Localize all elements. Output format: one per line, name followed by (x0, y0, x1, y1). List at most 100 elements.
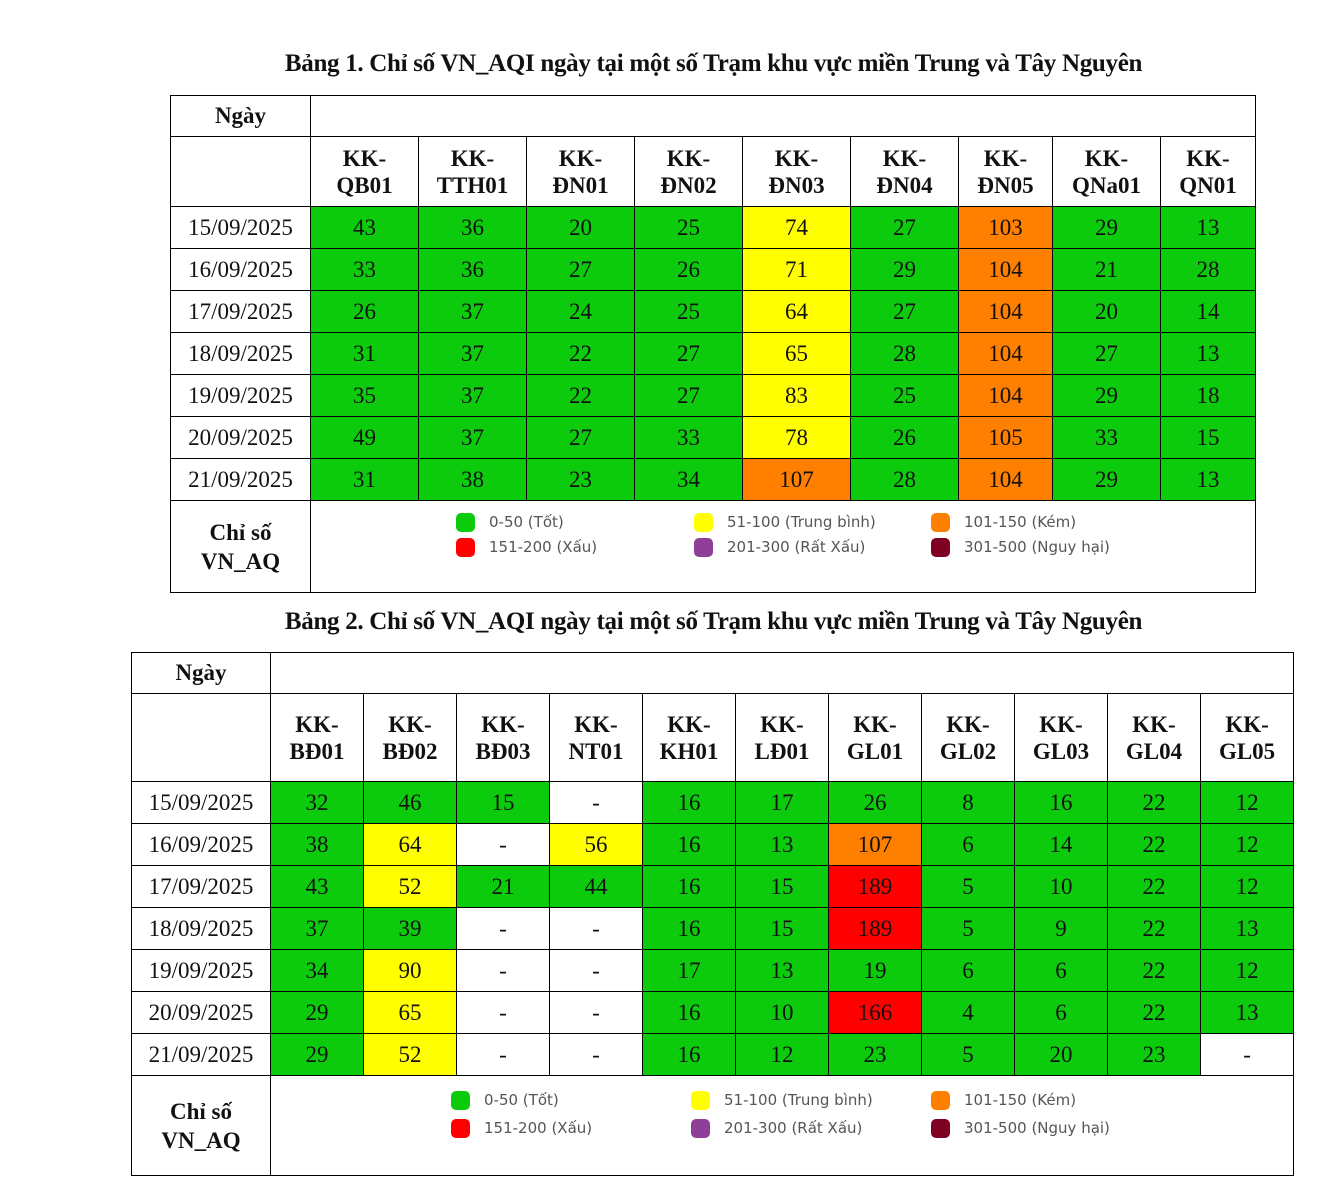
station-header: KK- KH01 (642, 693, 736, 782)
aqi-value-cell: 36 (418, 206, 527, 249)
station-prefix: KK- (853, 711, 897, 737)
date-cell: 18/09/2025 (131, 907, 271, 950)
aqi-value-cell: 14 (1014, 823, 1108, 866)
aqi-value-cell: 27 (850, 206, 959, 249)
table-row: 17/09/2025 26 37 24 25 64 27 104 20 14 (170, 290, 1257, 333)
date-cell: 19/09/2025 (131, 949, 271, 992)
aqi-value-cell: 28 (850, 458, 959, 501)
legend-swatch-icon (691, 1090, 710, 1110)
station-header: KK- ĐN03 (742, 136, 851, 207)
aqi-value-cell: 6 (1014, 949, 1108, 992)
aqi-value-cell: 104 (958, 374, 1053, 417)
aqi-value-cell: 13 (1199, 907, 1295, 950)
date-cell: 17/09/2025 (170, 290, 311, 333)
station-prefix: KK- (1084, 145, 1129, 171)
aqi-value-cell: 22 (1107, 991, 1201, 1034)
legend-item: 51-100 (Trung bình) (691, 1090, 873, 1110)
aqi-value-cell: 33 (1052, 416, 1161, 459)
aqi-value-cell: 37 (418, 374, 527, 417)
aqi-value-cell: 20 (1052, 290, 1161, 333)
legend-item-label: 0-50 (Tốt) (489, 513, 564, 531)
station-header: KK- GL05 (1199, 693, 1295, 782)
station-code: ĐN03 (768, 172, 825, 198)
table-1-title: Bảng 1. Chỉ số VN_AQI ngày tại một số Tr… (284, 50, 1143, 77)
station-header: KK- BĐ03 (456, 693, 550, 782)
table-row: 19/09/2025 34 90- -17 13 19 6 6 22 12 (131, 949, 1295, 992)
aqi-value-cell: 65 (363, 991, 457, 1034)
aqi-value-cell: 16 (1014, 781, 1108, 824)
station-header: KK- QN01 (1159, 136, 1257, 207)
aqi-value-cell: 27 (1052, 332, 1161, 375)
station-prefix: KK- (1186, 145, 1230, 171)
station-code: QB01 (336, 172, 393, 198)
station-header: KK- ĐN02 (634, 136, 743, 207)
aqi-value-cell: - (549, 991, 643, 1034)
aqi-table-1: Ngày KK- QB01 KK- TTH01 KK- ĐN01 KK- ĐN02 KK- ĐN03… (170, 95, 1257, 593)
aqi-value-cell: 23 (526, 458, 635, 501)
aqi-value-cell: 56 (549, 823, 643, 866)
station-header: KK- TTH01 (418, 136, 527, 207)
legend-swatch-icon (694, 512, 713, 532)
aqi-value-cell: 83 (742, 374, 851, 417)
aqi-value-cell: 29 (270, 1033, 364, 1076)
table-row: 21/09/2025 31 38 23 34 107 28 104 29 13 (170, 458, 1257, 501)
date-cell: 15/09/2025 (131, 781, 271, 824)
aqi-value-cell: 13 (735, 949, 829, 992)
table-2-title: Bảng 2. Chỉ số VN_AQI ngày tại một số Tr… (284, 608, 1143, 635)
station-prefix: KK- (1225, 711, 1269, 737)
aqi-legend: 0-50 (Tốt) 51-100 (Trung bình) 101-150 (Ké… (272, 1077, 1293, 1175)
aqi-value-cell: 25 (634, 206, 743, 249)
legend-swatch-icon (931, 512, 950, 532)
station-code: ĐN02 (660, 172, 717, 198)
aqi-value-cell: 189 (828, 865, 922, 908)
legend-item: 201-300 (Rất Xấu) (691, 1118, 863, 1138)
station-prefix: KK- (295, 711, 339, 737)
aqi-value-cell: 104 (958, 458, 1053, 501)
aqi-value-cell: 22 (1107, 865, 1201, 908)
aqi-value-cell: 26 (850, 416, 959, 459)
legend-row: Chỉ số VN_AQ 0-50 (Tốt) 51-100 (Trung bình)… (131, 1075, 1295, 1176)
legend-item-label: 101-150 (Kém) (964, 1091, 1077, 1109)
aqi-value-cell: 8 (921, 781, 1015, 824)
aqi-value-cell: 13 (1159, 332, 1257, 375)
station-prefix: KK- (574, 711, 618, 737)
aqi-value-cell: 27 (850, 290, 959, 333)
aqi-value-cell: 20 (1014, 1033, 1108, 1076)
aqi-value-cell: 38 (270, 823, 364, 866)
station-prefix: KK- (666, 145, 711, 171)
aqi-value-cell: 6 (921, 949, 1015, 992)
station-code: GL01 (846, 738, 904, 764)
aqi-value-cell: 22 (1107, 823, 1201, 866)
aqi-value-cell: 37 (418, 332, 527, 375)
aqi-value-cell: 104 (958, 332, 1053, 375)
legend-row: Chỉ số VN_AQ 0-50 (Tốt) 51-100 (Trung bình)… (170, 500, 1257, 593)
aqi-value-cell: 20 (526, 206, 635, 249)
aqi-value-cell: 5 (921, 865, 1015, 908)
date-cell: 21/09/2025 (131, 1033, 271, 1076)
aqi-value-cell: 18 (1159, 374, 1257, 417)
aqi-value-cell: 27 (526, 416, 635, 459)
date-cell: 17/09/2025 (131, 865, 271, 908)
aqi-value-cell: 44 (549, 865, 643, 908)
station-header: KK- ĐN01 (526, 136, 635, 207)
aqi-value-cell: 19 (828, 949, 922, 992)
aqi-value-cell: 10 (1014, 865, 1108, 908)
aqi-value-cell: 12 (1199, 865, 1295, 908)
station-header: KK- ĐN05 (958, 136, 1053, 207)
legend-item-label: 201-300 (Rất Xấu) (724, 1119, 863, 1137)
aqi-value-cell: 12 (735, 1033, 829, 1076)
aqi-value-cell: 26 (828, 781, 922, 824)
station-prefix: KK- (558, 145, 603, 171)
aqi-value-cell: 104 (958, 290, 1053, 333)
aqi-value-cell: 13 (1199, 991, 1295, 1034)
legend-item: 0-50 (Tốt) (451, 1090, 559, 1110)
date-cell: 21/09/2025 (170, 458, 311, 501)
aqi-value-cell: 10 (735, 991, 829, 1034)
aqi-value-cell: 22 (1107, 949, 1201, 992)
station-code: LĐ01 (754, 738, 810, 764)
aqi-value-cell: 64 (363, 823, 457, 866)
legend-swatch-icon (691, 1118, 710, 1138)
legend-cell: 0-50 (Tốt) 51-100 (Trung bình) 101-150 (Ké… (269, 1075, 1295, 1176)
legend-item: 101-150 (Kém) (931, 1090, 1077, 1110)
date-column-header: Ngày (170, 95, 311, 137)
